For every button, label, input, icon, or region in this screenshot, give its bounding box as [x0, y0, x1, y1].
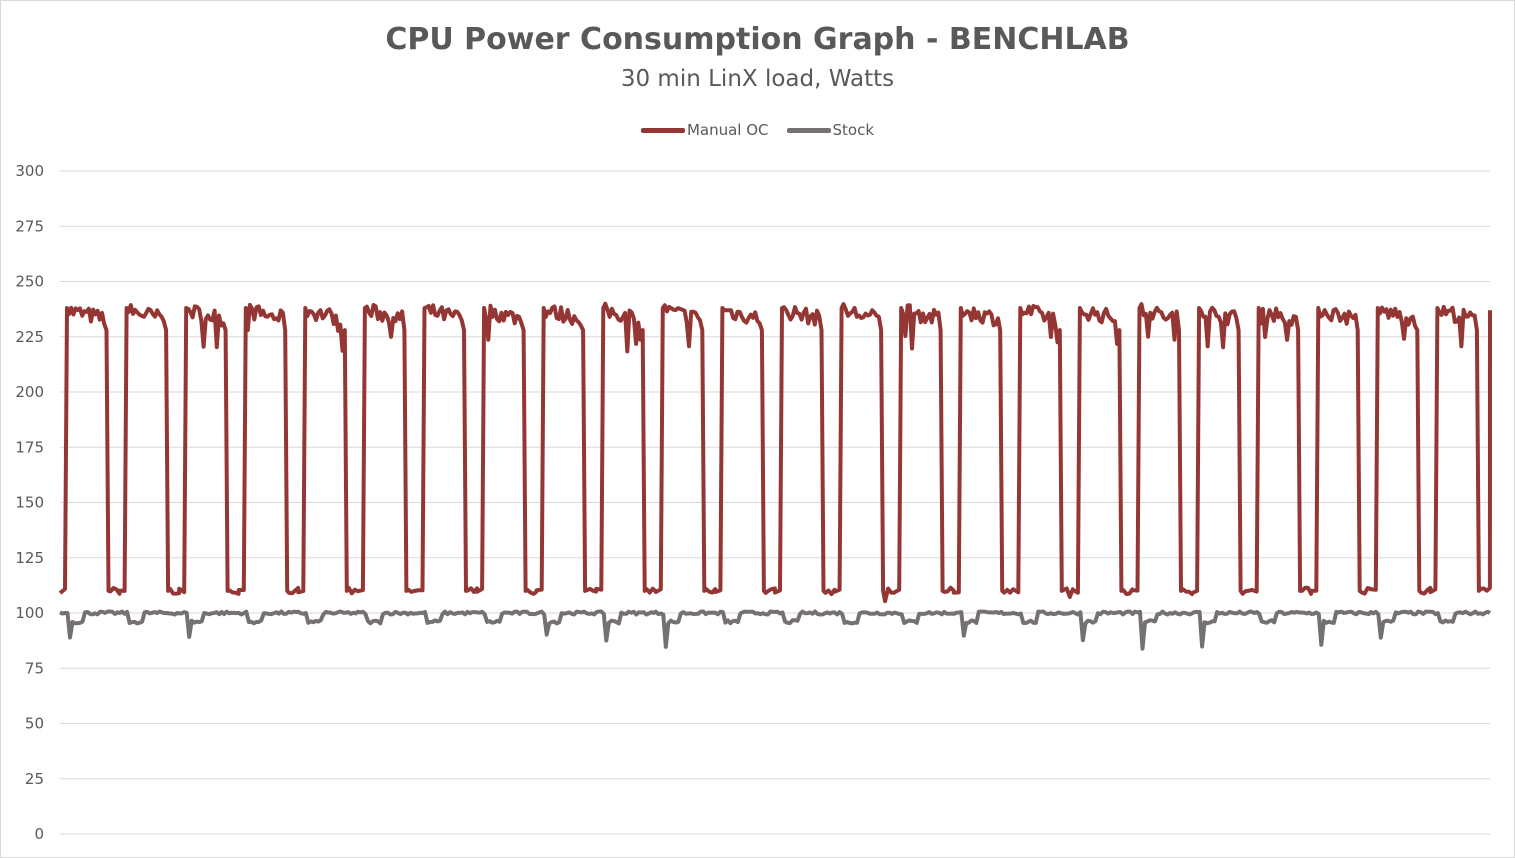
- y-tick-label-150: 150: [15, 494, 44, 512]
- y-tick-label-75: 75: [25, 659, 44, 677]
- y-tick-label-200: 200: [15, 383, 44, 401]
- legend-label-manual-oc: Manual OC: [686, 121, 769, 139]
- y-tick-label-250: 250: [15, 273, 44, 291]
- series-line-stock: [59, 609, 1491, 651]
- series-lines: [58, 301, 1492, 651]
- y-axis-labels: 0 25 50 75 100 125 150 175 200 225 250 275 300: [15, 162, 44, 843]
- legend-item-manual-oc: Manual OC: [640, 121, 769, 139]
- y-tick-label-175: 175: [15, 438, 44, 456]
- y-tick-label-275: 275: [15, 217, 44, 235]
- gridlines: [60, 170, 1490, 835]
- legend-label-stock: Stock: [832, 121, 875, 139]
- legend: Manual OC Stock: [0, 121, 1515, 139]
- y-tick-label-225: 225: [15, 328, 44, 346]
- y-tick-label-25: 25: [25, 770, 44, 788]
- y-tick-label-125: 125: [15, 549, 44, 567]
- legend-swatch-stock: [786, 127, 831, 133]
- y-tick-label-0: 0: [34, 825, 44, 843]
- series-line-manual-oc: [58, 301, 1492, 604]
- chart-title: CPU Power Consumption Graph - BENCHLAB: [385, 22, 1130, 57]
- legend-item-stock: Stock: [786, 121, 875, 139]
- legend-swatch-manual-oc: [640, 127, 685, 133]
- y-tick-label-300: 300: [15, 162, 44, 180]
- chart-subtitle: 30 min LinX load, Watts: [620, 66, 895, 92]
- y-tick-label-100: 100: [15, 604, 44, 622]
- y-tick-label-50: 50: [25, 715, 44, 733]
